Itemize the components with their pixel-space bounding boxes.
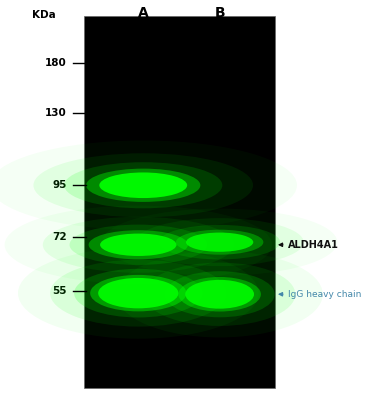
Text: 95: 95 <box>52 180 67 190</box>
Text: 130: 130 <box>45 108 67 118</box>
Text: IgG heavy chain: IgG heavy chain <box>279 290 362 299</box>
Ellipse shape <box>43 217 234 273</box>
Ellipse shape <box>86 169 201 202</box>
Ellipse shape <box>98 278 178 308</box>
Text: B: B <box>214 6 225 20</box>
Text: KDa: KDa <box>32 10 56 20</box>
Text: 55: 55 <box>52 286 67 296</box>
Ellipse shape <box>99 172 187 198</box>
Ellipse shape <box>159 225 280 260</box>
Text: A: A <box>138 6 149 20</box>
Ellipse shape <box>64 162 222 208</box>
Ellipse shape <box>89 230 188 259</box>
Text: 72: 72 <box>52 232 67 242</box>
Ellipse shape <box>90 275 186 311</box>
Ellipse shape <box>144 262 295 326</box>
Ellipse shape <box>33 153 253 217</box>
Ellipse shape <box>117 251 323 338</box>
Text: ALDH4A1: ALDH4A1 <box>279 240 339 250</box>
Ellipse shape <box>136 218 304 266</box>
Ellipse shape <box>100 234 176 256</box>
Ellipse shape <box>186 232 253 252</box>
Ellipse shape <box>18 248 259 339</box>
Bar <box>84 16 275 388</box>
Ellipse shape <box>185 280 254 309</box>
Ellipse shape <box>165 271 275 317</box>
Text: 180: 180 <box>45 58 67 68</box>
Ellipse shape <box>74 269 202 318</box>
Ellipse shape <box>178 277 261 312</box>
Ellipse shape <box>50 260 227 326</box>
Ellipse shape <box>70 225 207 265</box>
Ellipse shape <box>176 230 263 255</box>
